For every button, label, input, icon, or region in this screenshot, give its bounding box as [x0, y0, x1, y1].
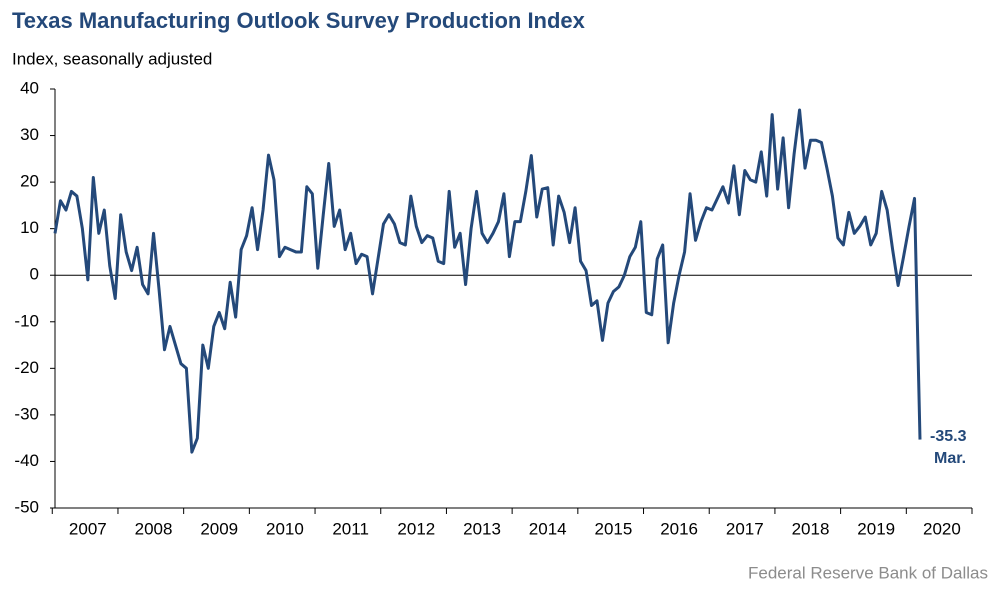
x-tick-label: 2020	[923, 519, 961, 538]
data-label: -35.3	[930, 428, 967, 445]
y-tick-label: -10	[14, 311, 39, 330]
y-tick-label: -30	[14, 404, 39, 423]
chart-subtitle: Index, seasonally adjusted	[12, 49, 212, 68]
x-tick-label: 2019	[857, 519, 895, 538]
y-tick-label: -20	[14, 358, 39, 377]
x-tick-label: 2010	[266, 519, 304, 538]
x-tick-label: 2017	[726, 519, 764, 538]
annotation: Mar.	[934, 450, 966, 467]
x-tick-label: 2009	[200, 519, 238, 538]
x-tick-label: 2018	[792, 519, 830, 538]
x-tick-label: 2011	[332, 519, 369, 538]
x-tick-label: 2014	[529, 519, 567, 538]
y-tick-label: 0	[30, 265, 39, 284]
y-tick-label: -50	[14, 497, 39, 516]
y-tick-label: 40	[20, 78, 39, 97]
chart-title: Texas Manufacturing Outlook Survey Produ…	[12, 8, 586, 33]
y-tick-label: -40	[14, 451, 39, 470]
y-tick-label: 10	[20, 218, 39, 237]
x-tick-label: 2013	[463, 519, 501, 538]
x-tick-label: 2015	[595, 519, 633, 538]
series-line	[53, 108, 922, 454]
x-tick-label: 2012	[397, 519, 435, 538]
x-tick-label: 2016	[660, 519, 698, 538]
y-tick-label: 30	[20, 125, 39, 144]
source: Federal Reserve Bank of Dallas	[748, 563, 988, 582]
x-tick-label: 2008	[135, 519, 173, 538]
x-tick-label: 2007	[69, 519, 107, 538]
y-tick-label: 20	[20, 172, 39, 191]
